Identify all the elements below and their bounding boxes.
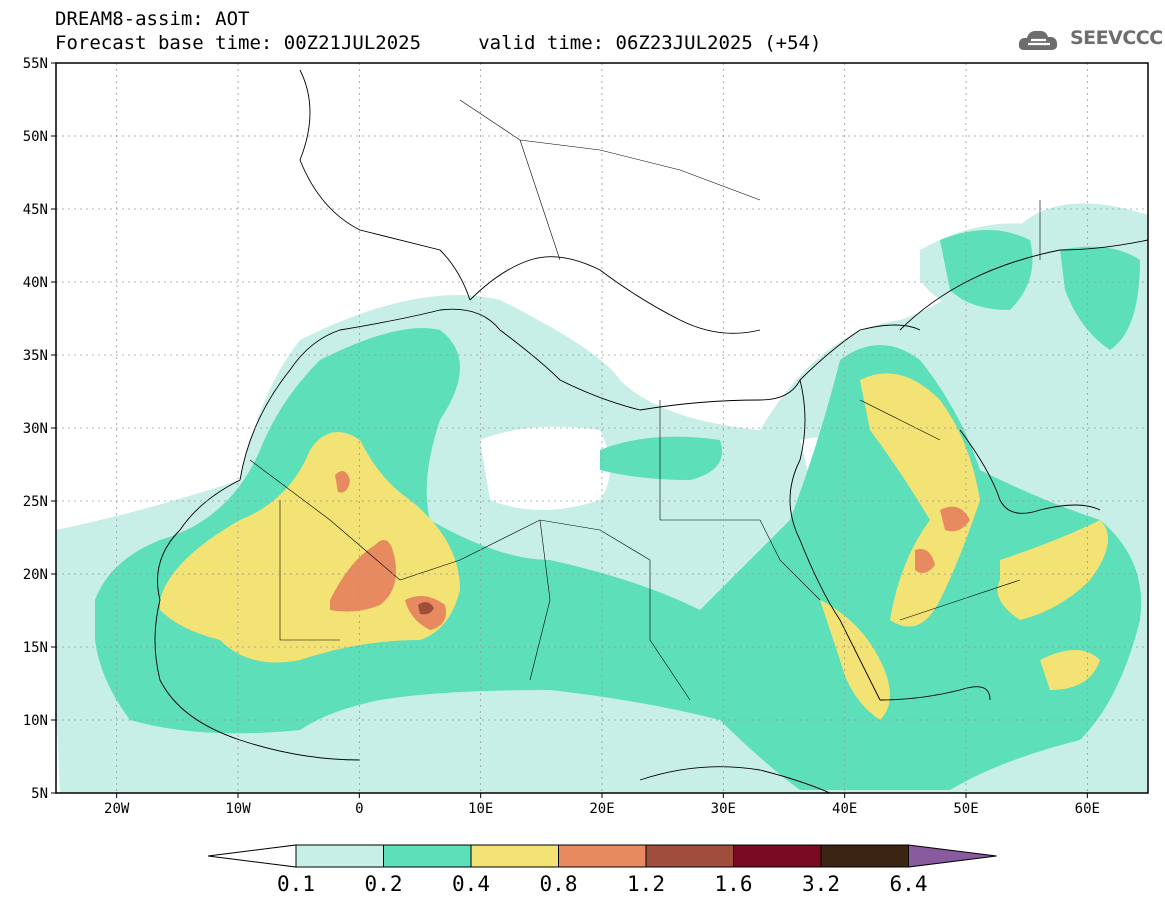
country-borders: [249, 99, 1041, 701]
aot-band-0.4-horn: [820, 600, 890, 720]
colorbar-swatch: [733, 844, 822, 868]
map-title: DREAM8-assim: AOT: [55, 8, 250, 30]
aot-band-0.4-oman: [997, 520, 1108, 620]
colorbar-level-label: 0.2: [365, 872, 403, 896]
lon-label: 20E: [589, 801, 614, 817]
map-subtitle: Forecast base time: 00Z21JUL2025 valid t…: [55, 32, 822, 54]
colorbar-level-label: 6.4: [890, 872, 928, 896]
colorbar-arrow-right: [908, 844, 997, 868]
lat-label: 40N: [23, 275, 48, 291]
coastlines: [154, 69, 1148, 793]
lon-label: 10W: [225, 801, 251, 817]
colorbar-level-label: 0.4: [452, 872, 490, 896]
colorbar-swatch: [820, 844, 909, 868]
colorbar-arrow-left: [207, 844, 297, 868]
colorbar-swatch: [645, 844, 734, 868]
lon-label: 10E: [468, 801, 493, 817]
aot-band-0.8-c: [335, 471, 350, 493]
lat-label: 20N: [23, 567, 48, 583]
grid-lines: [56, 63, 1148, 793]
lat-label: 5N: [31, 786, 48, 802]
colorbar-swatch: [470, 844, 559, 868]
lon-label: 50E: [953, 801, 978, 817]
cloud-icon: [1018, 30, 1058, 50]
lat-label: 30N: [23, 421, 48, 437]
colorbar-swatch: [558, 844, 647, 868]
aot-band-0.4-sea: [1040, 650, 1100, 690]
aot-band-0.8: [330, 540, 396, 612]
colorbar-level-label: 0.1: [277, 872, 315, 896]
lat-label: 35N: [23, 348, 48, 364]
lat-label: 25N: [23, 494, 48, 510]
colorbar-swatch: [383, 844, 472, 868]
lon-label: 0: [355, 801, 363, 817]
colorbar-level-label: 1.2: [627, 872, 665, 896]
aot-low-patch: [480, 426, 610, 510]
colorbar: 0.1 0.2 0.4 0.8 1.2 1.6 3.2 6.4: [207, 844, 997, 896]
colorbar-level-label: 3.2: [802, 872, 840, 896]
longitude-labels: 20W 10W 0 10E 20E 30E 40E 50E 60E: [104, 793, 1100, 817]
aot-band-0.8-d: [940, 506, 970, 532]
lat-label: 50N: [23, 129, 48, 145]
aot-band-0.2-east: [940, 230, 1033, 310]
logo-text: SEEVCCC: [1070, 27, 1163, 49]
colorbar-level-label: 0.8: [540, 872, 578, 896]
latitude-labels: 55N 50N 45N 40N 35N 30N 25N 20N 15N 10N 5N: [23, 56, 56, 802]
lon-label: 30E: [711, 801, 736, 817]
lon-label: 20W: [104, 801, 130, 817]
aot-band-1.2: [418, 602, 434, 615]
lat-label: 15N: [23, 640, 48, 656]
aot-band-0.2-east-2: [1060, 246, 1140, 350]
aot-band-0.2-libya: [600, 436, 722, 480]
lat-label: 10N: [23, 713, 48, 729]
lat-label: 55N: [23, 56, 48, 72]
colorbar-level-label: 1.6: [715, 872, 753, 896]
aot-band-0.8-e: [915, 549, 935, 574]
lon-label: 60E: [1075, 801, 1100, 817]
aot-band-0.4: [160, 432, 460, 663]
lat-label: 45N: [23, 202, 48, 218]
aot-fields: [56, 203, 1148, 793]
colorbar-swatch: [295, 844, 384, 868]
lon-label: 40E: [832, 801, 857, 817]
aot-band-0.4-arabia: [860, 373, 980, 627]
